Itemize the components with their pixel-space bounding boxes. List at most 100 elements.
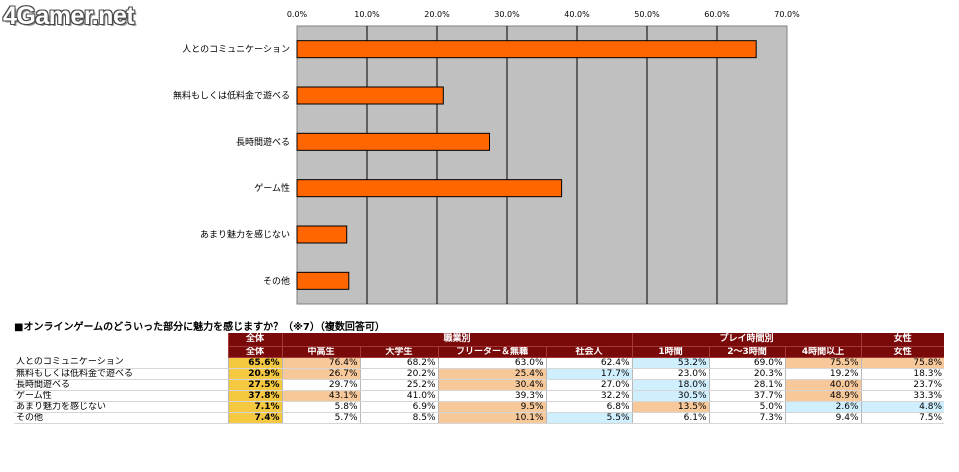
data-cell: 19.2% xyxy=(784,368,862,380)
data-cell: 32.2% xyxy=(545,390,633,402)
subheader-cell: 4時間以上 xyxy=(784,346,862,358)
category-label: その他 xyxy=(263,275,290,287)
data-cell: 41.0% xyxy=(359,390,438,402)
header-empty xyxy=(14,333,228,346)
data-cell: 6.9% xyxy=(359,401,438,413)
subheader-cell: 大学生 xyxy=(359,346,438,358)
data-cell: 40.0% xyxy=(784,379,862,391)
table-row: あまり魅力を感じない 7.1% 5.8% 6.9% 9.5% 6.8% 13.5% 5.0% 2… xyxy=(14,401,945,413)
subheader-cell: 中高生 xyxy=(281,346,360,358)
total-cell: 20.9% xyxy=(227,368,282,380)
subheader-cell: 女性 xyxy=(860,346,945,358)
data-cell: 48.9% xyxy=(784,390,862,402)
data-cell: 20.2% xyxy=(359,368,438,380)
category-label: 無料もしくは低料金で遊べる xyxy=(173,90,290,102)
row-label: ゲーム性 xyxy=(14,390,228,402)
row-label: あまり魅力を感じない xyxy=(14,401,228,413)
data-cell: 6.8% xyxy=(545,401,633,413)
data-cell: 26.7% xyxy=(281,368,360,380)
category-label: ゲーム性 xyxy=(254,182,290,194)
bar xyxy=(296,40,757,59)
total-cell: 27.5% xyxy=(227,379,282,391)
data-cell: 10.1% xyxy=(437,412,546,424)
data-cell: 62.4% xyxy=(545,357,633,369)
table-row: 人とのコミュニケーション 65.6% 76.4% 68.2% 63.0% 62.4% 53.… xyxy=(14,357,945,369)
data-cell: 37.7% xyxy=(708,390,786,402)
row-label: 無料もしくは低料金で遊べる xyxy=(14,368,228,380)
data-cell: 30.4% xyxy=(437,379,546,391)
x-tick-label: 0.0% xyxy=(287,10,308,19)
x-tick-labels: 0.0% 10.0% 20.0% 30.0% 40.0% 50.0% 60.0% 70.0% xyxy=(287,10,800,19)
plot-area xyxy=(296,25,788,305)
data-cell: 7.3% xyxy=(708,412,786,424)
x-tick-label: 70.0% xyxy=(774,10,800,19)
bar xyxy=(296,86,444,105)
category-label: 人とのコミュニケーション xyxy=(182,44,290,55)
x-tick-label: 50.0% xyxy=(634,10,660,19)
header-row-top: 全体 職業別 プレイ時間別 女性 xyxy=(14,333,945,347)
data-cell: 23.7% xyxy=(860,379,945,391)
data-cell: 69.0% xyxy=(708,357,786,369)
category-labels: 人とのコミュニケーション無料もしくは低料金で遊べる長時間遊べるゲーム性あまり魅力… xyxy=(173,44,290,287)
table-title: ■オンラインゲームのどういった部分に魅力を感じますか？（※7）（複数回答可） xyxy=(14,322,385,333)
header-playtime: プレイ時間別 xyxy=(631,333,862,347)
data-cell: 18.0% xyxy=(631,379,710,391)
x-tick-label: 60.0% xyxy=(704,10,730,19)
header-total: 全体 xyxy=(227,333,282,347)
data-cell: 4.8% xyxy=(860,401,945,413)
data-cell: 20.3% xyxy=(708,368,786,380)
table-row: 無料もしくは低料金で遊べる 20.9% 26.7% 20.2% 25.4% 17.7% 23… xyxy=(14,368,945,380)
x-tick-label: 30.0% xyxy=(494,10,520,19)
data-cell: 30.5% xyxy=(631,390,710,402)
x-tick-label: 40.0% xyxy=(564,10,590,19)
data-cell: 23.0% xyxy=(631,368,710,380)
data-cell: 75.5% xyxy=(784,357,862,369)
subheader-cell: 1時間 xyxy=(631,346,710,358)
subheader-cell: 全体 xyxy=(227,346,282,358)
bar xyxy=(296,132,490,151)
bar xyxy=(296,225,348,244)
total-cell: 65.6% xyxy=(227,357,282,369)
total-cell: 37.8% xyxy=(227,390,282,402)
data-cell: 5.0% xyxy=(708,401,786,413)
bars xyxy=(296,40,757,290)
row-label: 長時間遊べる xyxy=(14,379,228,391)
data-cell: 28.1% xyxy=(708,379,786,391)
subheader-cell: 2～3時間 xyxy=(708,346,786,358)
data-cell: 68.2% xyxy=(359,357,438,369)
data-cell: 2.6% xyxy=(784,401,862,413)
data-cell: 75.8% xyxy=(860,357,945,369)
subheader-cell: フリーター＆無職 xyxy=(437,346,546,358)
data-cell: 29.7% xyxy=(281,379,360,391)
data-cell: 5.7% xyxy=(281,412,360,424)
data-cell: 13.5% xyxy=(631,401,710,413)
subheader-cell: 社会人 xyxy=(545,346,633,358)
header-female: 女性 xyxy=(860,333,945,347)
data-cell: 27.0% xyxy=(545,379,633,391)
data-cell: 33.3% xyxy=(860,390,945,402)
x-tick-label: 10.0% xyxy=(354,10,380,19)
category-label: 長時間遊べる xyxy=(236,136,290,148)
data-cell: 5.8% xyxy=(281,401,360,413)
data-cell: 8.5% xyxy=(359,412,438,424)
category-label: あまり魅力を感じない xyxy=(200,229,290,241)
table-row: 長時間遊べる 27.5% 29.7% 25.2% 30.4% 27.0% 18.0% 28.1… xyxy=(14,379,945,391)
data-cell: 76.4% xyxy=(281,357,360,369)
bar xyxy=(296,271,350,290)
row-label: その他 xyxy=(14,412,228,424)
data-table: 全体 職業別 プレイ時間別 女性 全体 中高生 大学生 フリーター＆無職 社会人 1時間 2… xyxy=(14,333,945,424)
data-cell: 17.7% xyxy=(545,368,633,380)
total-cell: 7.4% xyxy=(227,412,282,424)
data-cell: 6.1% xyxy=(631,412,710,424)
data-cell: 43.1% xyxy=(281,390,360,402)
gridlines xyxy=(366,26,718,304)
data-cell: 9.5% xyxy=(437,401,546,413)
subheader-empty xyxy=(14,346,228,357)
header-row-sub: 全体 中高生 大学生 フリーター＆無職 社会人 1時間 2～3時間 4時間以上 女性 xyxy=(14,346,945,358)
header-occupation: 職業別 xyxy=(281,333,633,347)
data-cell: 5.5% xyxy=(545,412,633,424)
data-cell: 7.5% xyxy=(860,412,945,424)
table-row: その他 7.4% 5.7% 8.5% 10.1% 5.5% 6.1% 7.3% 9.4% 7.5% xyxy=(14,412,945,424)
site-logo: 4Gamer.net xyxy=(3,2,135,30)
bar xyxy=(296,179,563,198)
